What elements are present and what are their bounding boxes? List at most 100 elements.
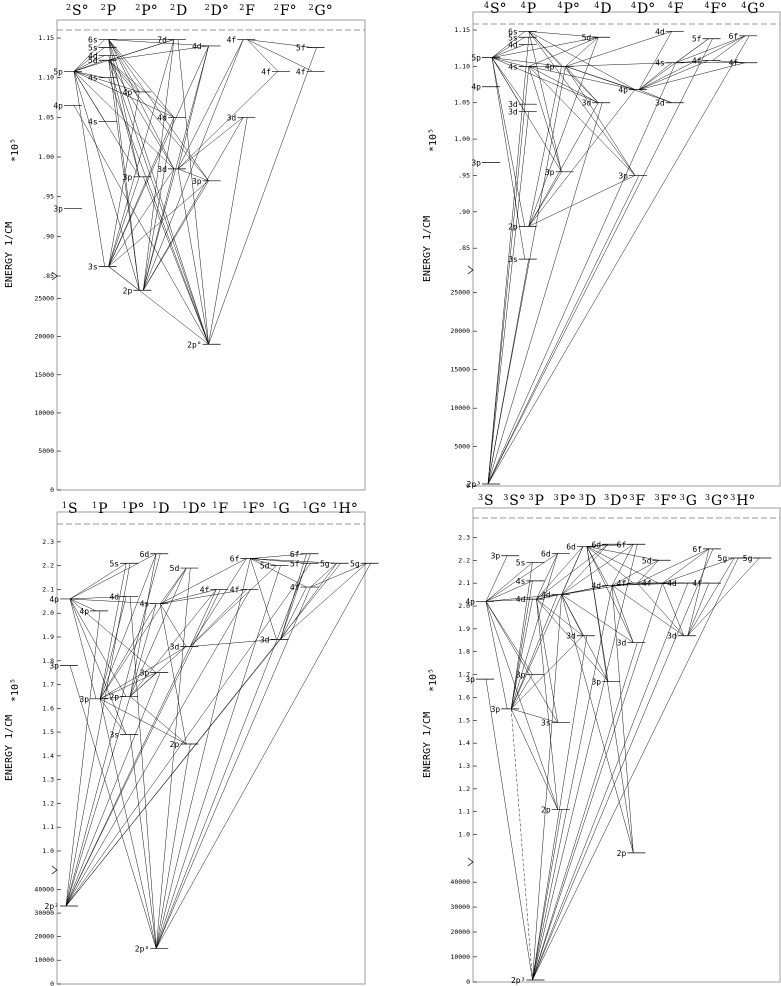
- transition-line: [528, 66, 599, 103]
- transition-line: [528, 31, 599, 38]
- tick-label: 1.2: [458, 785, 470, 793]
- transition-line: [638, 62, 746, 90]
- level-label: 4s: [508, 62, 518, 71]
- level-label: 3d: [260, 635, 270, 644]
- level-label: 2p: [617, 849, 627, 858]
- tick-label: 1.2: [42, 799, 54, 807]
- transition-line: [156, 563, 371, 949]
- transition-line: [65, 672, 161, 907]
- level-label: 2p: [541, 805, 551, 814]
- transition-line: [65, 563, 131, 907]
- scale-label: *10⁵: [10, 138, 21, 162]
- tick-label: 5000: [38, 447, 54, 455]
- transition-line: [637, 548, 710, 584]
- scale-label: *10⁵: [428, 668, 439, 692]
- transitions: [485, 544, 760, 981]
- tick-label: 10000: [34, 956, 54, 964]
- level-label: 4f: [290, 583, 300, 592]
- transition-line: [612, 582, 684, 586]
- term-header-multiplicity: 2: [205, 3, 210, 12]
- tick-label: .95: [42, 193, 54, 201]
- transition-line: [99, 672, 157, 700]
- level-label: 6d: [140, 550, 150, 559]
- level-label: 4p: [123, 88, 133, 97]
- level-label: 2p²: [45, 902, 59, 911]
- transition-line: [528, 89, 636, 227]
- transition-line: [108, 60, 209, 181]
- transition-line: [69, 598, 97, 612]
- level-label: 3p: [491, 552, 501, 561]
- term-header-multiplicity: 1: [152, 501, 157, 510]
- transition-line: [611, 585, 634, 853]
- level-label: 4f: [227, 36, 237, 45]
- tick-label: .85: [42, 272, 54, 280]
- transition-line: [487, 37, 529, 485]
- transition-line: [280, 553, 307, 640]
- term-header-multiplicity: 3: [503, 493, 508, 502]
- transition-line: [638, 62, 672, 90]
- transition-line: [160, 589, 247, 604]
- transition-line: [528, 66, 636, 90]
- level-label: 4p: [471, 83, 481, 92]
- transition-line: [491, 57, 525, 227]
- transition-line: [687, 557, 735, 636]
- level-label: 3p: [192, 177, 202, 186]
- term-header: P: [98, 501, 107, 517]
- transition-line: [247, 39, 279, 72]
- level-label: 3s: [541, 719, 551, 728]
- term-header-multiplicity: 1: [62, 501, 67, 510]
- level-label: 4s: [88, 74, 98, 83]
- transition-line: [108, 180, 209, 267]
- transitions: [73, 39, 317, 345]
- transition-line: [675, 38, 709, 63]
- level-label: 3p: [53, 205, 63, 214]
- transition-line: [155, 558, 251, 949]
- transition-line: [511, 708, 558, 810]
- level-label: 5f: [692, 35, 702, 44]
- tick-label: .90: [458, 208, 470, 216]
- level-label: 3d: [508, 107, 518, 116]
- transition-line: [156, 586, 311, 949]
- transition-line: [99, 646, 187, 700]
- tick-label: 20000: [34, 933, 54, 941]
- panel-frame: [56, 511, 366, 985]
- transition-line: [565, 31, 672, 67]
- level-label: 5g: [718, 554, 728, 563]
- level-label: 3d: [655, 99, 665, 108]
- tick-label: 1.1: [458, 808, 470, 816]
- panel-bl: 1 S 1 P 1 P° 1 D 1 D° 1 F 1 F° 1 G 1 G° 1 H°ENERGY 1/CM*10⁵…: [4, 501, 379, 986]
- level-label: 3p: [140, 669, 150, 678]
- transition-line: [532, 635, 588, 981]
- level-label: 5g: [743, 554, 753, 563]
- transition-line: [687, 548, 710, 636]
- term-header-multiplicity: 1: [333, 501, 338, 510]
- term-header: S°: [490, 1, 507, 17]
- transition-line: [108, 45, 209, 61]
- transition-line: [69, 598, 157, 673]
- transition-line: [491, 31, 525, 58]
- level-label: 4p: [49, 595, 59, 604]
- transition-line: [487, 111, 529, 485]
- term-header: P: [107, 3, 116, 19]
- transition-line: [190, 639, 277, 647]
- transition-line: [712, 60, 746, 63]
- level-label: 4p: [545, 62, 555, 71]
- transition-line: [69, 598, 127, 735]
- transition-line: [160, 603, 187, 647]
- transition-line: [73, 55, 105, 72]
- level-label: 4p: [465, 597, 475, 606]
- axis-title: ENERGY 1/CM: [4, 222, 15, 288]
- transition-line: [528, 31, 599, 103]
- term-header: P°: [141, 3, 157, 19]
- transition-line: [561, 585, 609, 595]
- level-label: 3p: [545, 168, 555, 177]
- level-label: 3p: [465, 675, 475, 684]
- transition-line: [532, 594, 562, 981]
- transition-line: [108, 266, 209, 345]
- transition-line: [611, 585, 684, 636]
- transition-line: [491, 44, 525, 58]
- term-header-multiplicity: 3: [478, 493, 483, 502]
- transition-line: [208, 47, 317, 345]
- transition-line: [687, 557, 760, 636]
